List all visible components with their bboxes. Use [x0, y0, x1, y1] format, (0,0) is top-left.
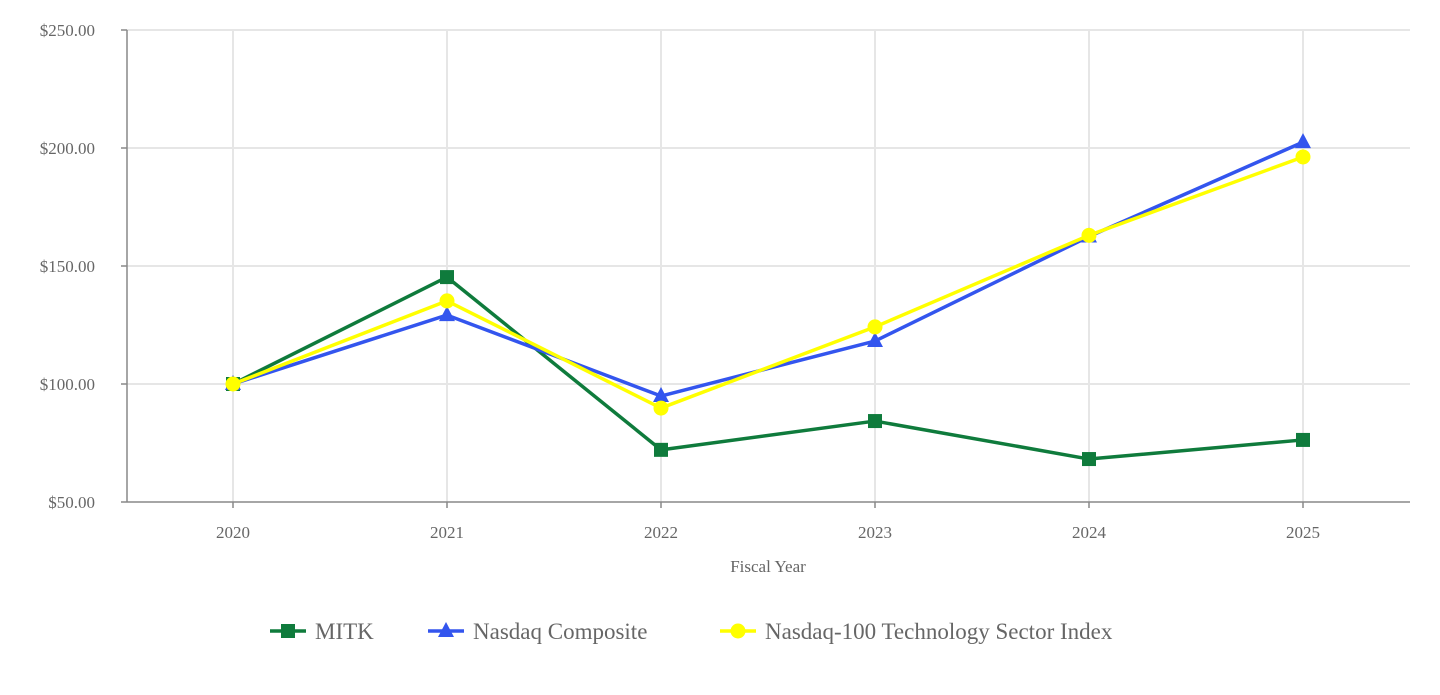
legend-marker: [438, 622, 454, 637]
series-nasdaq-composite: [225, 133, 1311, 403]
data-point: [225, 376, 241, 392]
legend: MITK Nasdaq Composite Nasdaq-100 Technolog…: [270, 619, 1113, 644]
x-tick-label: 2020: [216, 523, 250, 542]
x-tick-label: 2022: [644, 523, 678, 542]
y-tick-label: $250.00: [40, 21, 95, 40]
series-nasdaq-100-technology-sector-index: [225, 149, 1311, 416]
y-tick-label: $150.00: [40, 257, 95, 276]
axes: $50.00 $100.00 $150.00 $200.00 $250.00 2020 20…: [40, 21, 1410, 542]
x-axis-label: Fiscal Year: [730, 557, 806, 576]
legend-marker: [281, 624, 295, 638]
data-point: [439, 293, 455, 309]
legend-label: Nasdaq Composite: [473, 619, 647, 644]
data-point: [868, 414, 882, 429]
data-point: [440, 270, 454, 285]
x-tick-label: 2021: [430, 523, 464, 542]
data-point: [1295, 149, 1311, 165]
series-line: [232, 140, 1304, 398]
series-line: [232, 275, 1304, 461]
series-line: [232, 155, 1304, 410]
data-point: [1296, 432, 1310, 447]
data-point: [1081, 227, 1097, 243]
x-tick-label: 2023: [858, 523, 892, 542]
data-point: [439, 306, 455, 322]
legend-label: MITK: [315, 619, 374, 644]
legend-marker: [730, 623, 746, 639]
data-point: [653, 400, 669, 416]
data-point: [653, 387, 669, 403]
y-tick-label: $50.00: [48, 493, 95, 512]
data-point: [654, 442, 668, 457]
data-point: [867, 332, 883, 348]
y-tick-label: $100.00: [40, 375, 95, 394]
y-tick-label: $200.00: [40, 139, 95, 158]
legend-item: MITK: [270, 619, 374, 644]
x-tick-label: 2024: [1072, 523, 1107, 542]
data-point: [1082, 452, 1096, 467]
data-point: [867, 319, 883, 335]
legend-item: Nasdaq-100 Technology Sector Index: [720, 619, 1113, 644]
grid: [127, 29, 1410, 502]
legend-label: Nasdaq-100 Technology Sector Index: [765, 619, 1113, 644]
legend-item: Nasdaq Composite: [428, 619, 647, 644]
data-point: [1295, 133, 1311, 149]
x-tick-label: 2025: [1286, 523, 1320, 542]
series-layer: [225, 133, 1311, 467]
